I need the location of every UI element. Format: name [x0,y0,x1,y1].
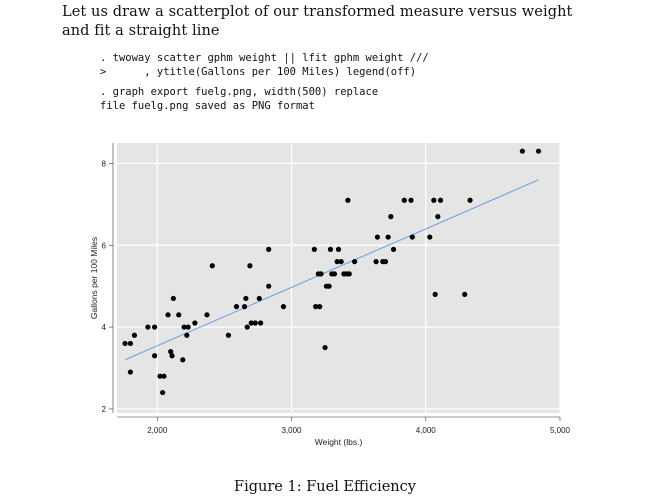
fit-line [124,179,539,361]
code-line: . graph export fuelg.png, width(500) rep… [100,86,379,98]
data-point [431,197,437,203]
data-point [338,259,344,265]
data-point [185,324,191,330]
y-tick-label: 4 [102,323,107,332]
data-point [258,320,264,326]
plot-area [117,143,560,413]
data-point [127,340,134,347]
data-point [151,324,158,330]
data-point [435,214,441,220]
scatter-points [122,148,542,396]
data-point [432,291,438,297]
x-tick-label: 2,000 [147,426,168,435]
data-point [122,340,128,347]
code-line: . twoway scatter gphm weight || lfit gph… [100,52,429,64]
data-point [317,304,323,310]
data-point [161,373,167,379]
data-point [180,357,186,363]
data-point [248,320,254,326]
data-point [346,271,352,277]
data-point [184,332,190,338]
data-point [313,304,319,310]
data-point [209,263,215,269]
data-point [145,324,151,330]
data-point [373,259,379,265]
data-point [311,246,317,252]
x-tick-label: 4,000 [416,426,437,435]
data-point [266,283,272,289]
data-point [382,259,389,265]
x-axis-title: Weight (lbs.) [315,437,363,447]
data-point [243,295,249,302]
data-point [131,332,138,338]
data-point [374,234,381,240]
data-point [168,349,174,355]
y-tick-label: 6 [102,241,107,250]
data-point [252,320,258,326]
data-point [327,246,334,252]
data-point [388,214,394,220]
code-line: > , ytitle(Gallons per 100 Miles) legend… [100,65,417,78]
data-point [331,271,338,277]
x-tick-label: 5,000 [550,426,571,435]
data-point [462,291,468,297]
data-point [408,197,414,203]
code-block-scatter-command: . twoway scatter gphm weight || lfit gph… [100,52,600,79]
code-line: file fuelg.png saved as PNG format [100,99,315,112]
data-point [181,324,187,330]
axes [112,143,560,418]
data-point [244,324,250,330]
data-point [241,304,248,310]
data-point [326,283,332,289]
data-point [427,234,433,240]
data-point [335,246,342,252]
data-point [157,373,163,379]
data-point [247,263,253,269]
data-point [176,312,182,318]
data-point [280,304,287,310]
data-point [266,246,272,252]
data-point [385,234,391,240]
data-point [345,197,351,203]
data-point [437,197,444,203]
code-block-export-command: . graph export fuelg.png, width(500) rep… [100,86,600,113]
axis-ticks: 2,000 3,000 4,000 5,000 2 4 6 8 [102,159,571,435]
data-point [169,353,175,359]
data-point [160,389,166,396]
data-point [334,259,340,265]
data-point [225,332,232,338]
data-point [352,259,358,265]
data-point [165,312,171,318]
x-tick-label: 3,000 [281,426,302,435]
data-point [535,148,542,154]
data-point [170,295,176,302]
data-point [401,197,407,203]
data-point [233,304,240,310]
data-point [204,312,210,318]
y-tick-label: 8 [102,159,107,168]
data-point [519,148,526,154]
data-point [322,344,328,351]
data-point [151,353,158,359]
intro-paragraph: Let us draw a scatterplot of our transfo… [62,4,573,39]
data-point [318,271,324,277]
data-point [467,197,473,203]
y-tick-label: 2 [102,405,107,414]
data-point [390,246,397,252]
data-point [256,295,262,302]
gridlines [117,143,561,413]
y-axis-title: Gallons per 100 Miles [89,237,99,319]
figure-caption: Figure 1: Fuel Efficiency [234,479,416,495]
data-point [127,369,134,375]
data-point [409,234,415,240]
data-point [192,320,198,326]
